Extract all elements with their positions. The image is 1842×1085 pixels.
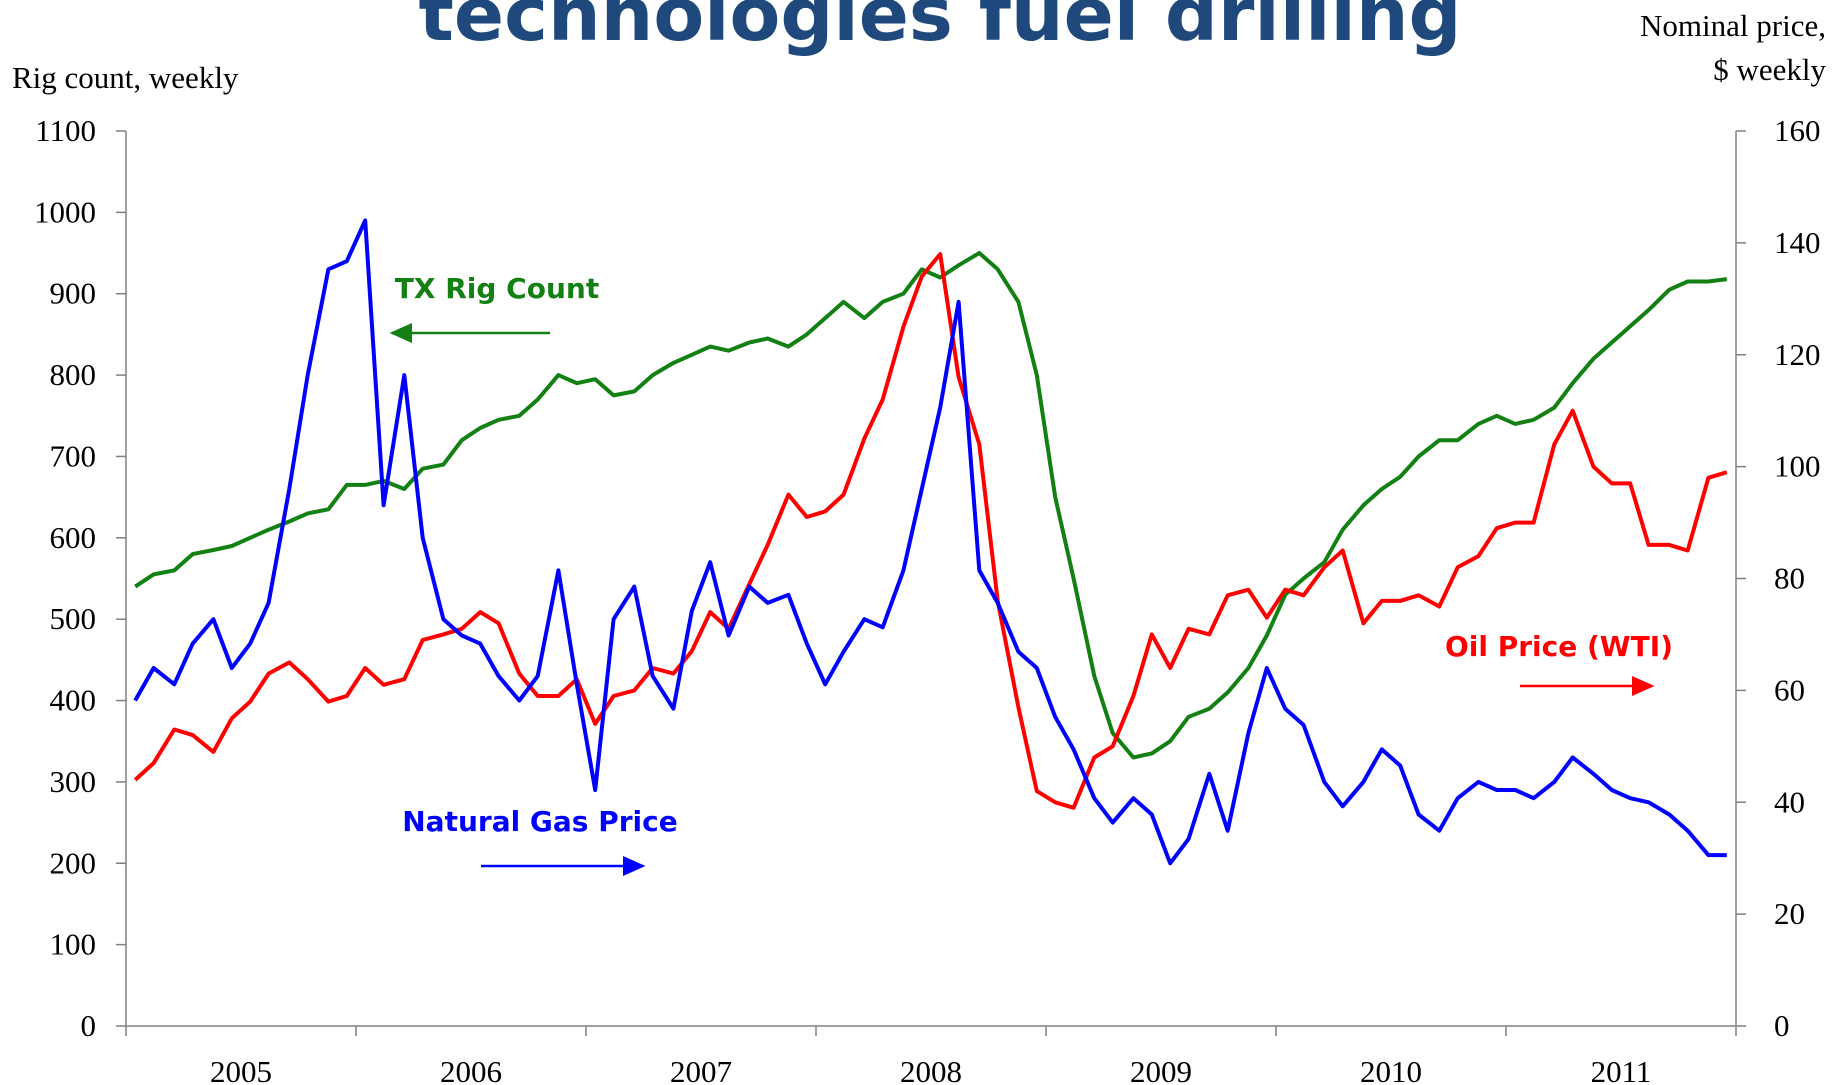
y-tick-label: 100 [50,927,97,962]
y-tick-label: 1100 [35,113,96,148]
y-tick-label: 800 [50,357,97,392]
x-tick-label: 2007 [670,1054,732,1085]
y2-axis-label: $ weekly [1713,52,1826,87]
y2-tick-label: 60 [1774,672,1805,707]
series-label: Natural Gas Price [402,805,678,838]
y-tick-label: 900 [50,276,97,311]
y2-tick-label: 120 [1774,337,1821,372]
y-tick-label: 200 [50,845,97,880]
x-tick-label: 2005 [210,1054,272,1085]
y-tick-label: 300 [50,764,97,799]
y2-tick-label: 80 [1774,561,1805,596]
x-tick-label: 2010 [1360,1054,1422,1085]
chart-title: technologies fuel drilling [419,0,1462,58]
y2-tick-label: 0 [1774,1008,1790,1043]
y2-tick-label: 140 [1774,225,1821,260]
y-axis-label: Rig count, weekly [12,60,239,95]
y-tick-label: 0 [81,1008,97,1043]
y2-tick-label: 100 [1774,449,1821,484]
y2-tick-label: 160 [1774,113,1821,148]
y-tick-label: 1000 [34,194,96,229]
y-tick-label: 400 [50,683,97,718]
series-line [133,218,1727,866]
y-tick-label: 700 [50,438,97,473]
y2-axis-label: Nominal price, [1640,8,1826,43]
x-tick-label: 2008 [900,1054,962,1085]
series-label: TX Rig Count [395,272,599,305]
y2-tick-label: 40 [1774,784,1805,819]
series-label: Oil Price (WTI) [1445,630,1673,663]
y2-tick-label: 20 [1774,896,1805,931]
x-tick-label: 2011 [1591,1054,1652,1085]
x-tick-label: 2009 [1130,1054,1192,1085]
y-tick-label: 600 [50,520,97,555]
y-tick-label: 500 [50,601,97,636]
x-tick-label: 2006 [440,1054,502,1085]
series-line [133,252,1728,810]
series-line [134,251,1728,760]
